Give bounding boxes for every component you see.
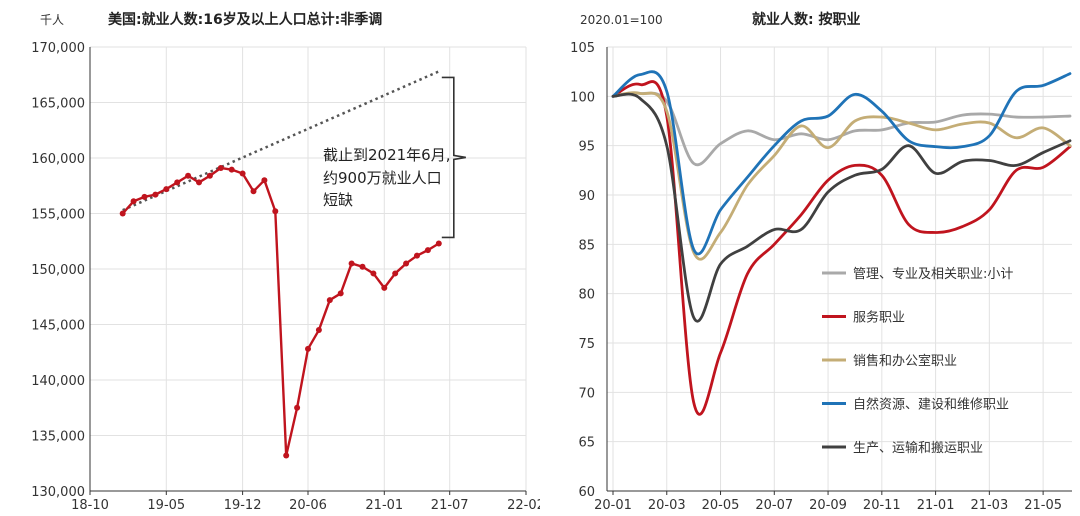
left-annotation-line-1: 截止到2021年6月,: [323, 146, 451, 164]
right-x-tick: 20-03: [648, 498, 686, 513]
left-y-tick: 165,000: [31, 97, 85, 112]
employment-point: [326, 297, 333, 304]
right-y-tick-labels: 60 65 70 75 80 85 90 95 100 105: [570, 41, 595, 500]
employment-point: [228, 166, 235, 173]
right-x-tick-labels: 20-01 20-03 20-05 20-07 20-09 20-11 21-01 21-03…: [594, 498, 1062, 513]
employment-point: [337, 290, 344, 297]
left-x-tick: 19-12: [224, 498, 262, 513]
left-shortfall-bracket: [441, 76, 466, 239]
employment-point: [130, 198, 137, 205]
employment-total-chart: 千人 美国:就业人数:16岁及以上人口总计:非季调 130,000 135,000…: [31, 11, 540, 513]
right-x-tick: 20-07: [755, 498, 793, 513]
left-y-tick: 145,000: [31, 319, 85, 334]
employment-point: [414, 252, 420, 259]
employment-point: [217, 164, 224, 171]
right-x-tick: 21-01: [917, 498, 955, 513]
right-x-tick: 21-05: [1024, 498, 1062, 513]
right-chart-title: 就业人数: 按职业: [752, 11, 860, 28]
occupation-line-5: [611, 92, 1072, 323]
left-y-tick-labels: 130,000 135,000 140,000 145,000 150,000 155,0…: [31, 41, 85, 500]
occupation-line-4: [611, 70, 1072, 256]
right-series: [611, 70, 1072, 416]
left-x-tick: 20-06: [289, 498, 327, 513]
employment-point: [272, 208, 279, 215]
left-y-tick: 130,000: [31, 485, 85, 500]
employment-point: [381, 284, 388, 291]
left-x-tick: 22-02: [507, 498, 540, 513]
employment-point: [174, 179, 181, 186]
right-x-tick: 20-11: [863, 498, 901, 513]
shortfall-brace: [441, 76, 466, 239]
employment-by-occupation-chart: 2020.01=100 就业人数: 按职业 60 65 70 75 80 85 90 95 10…: [570, 11, 1072, 513]
employment-point: [196, 179, 202, 186]
employment-point: [261, 177, 268, 184]
right-x-tick: 21-03: [970, 498, 1008, 513]
right-axes: [606, 47, 1072, 495]
right-legend: 管理、专业及相关职业:小计服务职业销售和办公室职业自然资源、建设和维修职业生产、…: [822, 267, 1013, 456]
left-y-tick: 160,000: [31, 152, 85, 167]
left-y-tick: 135,000: [31, 430, 85, 445]
legend-label-1: 管理、专业及相关职业:小计: [853, 267, 1013, 282]
left-x-tick: 21-07: [431, 498, 469, 513]
left-unit-label: 千人: [40, 13, 64, 27]
occupation-line-2: [611, 80, 1072, 416]
legend-label-3: 销售和办公室职业: [853, 353, 957, 369]
left-chart-title: 美国:就业人数:16岁及以上人口总计:非季调: [108, 11, 382, 28]
employment-point: [403, 260, 410, 267]
right-y-tick: 75: [578, 337, 595, 352]
left-series: [119, 164, 442, 459]
employment-point: [206, 172, 213, 179]
legend-label-5: 生产、运输和搬运职业: [853, 440, 983, 456]
employment-point: [435, 240, 442, 247]
left-x-tick: 21-01: [365, 498, 403, 513]
left-y-tick: 155,000: [31, 208, 85, 223]
left-trend-line: [122, 70, 440, 212]
employment-point: [392, 270, 399, 277]
left-y-tick: 150,000: [31, 263, 85, 278]
employment-line: [121, 166, 440, 457]
right-y-tick: 95: [578, 140, 595, 155]
employment-point: [141, 193, 148, 200]
employment-point: [185, 172, 192, 179]
left-axes: [89, 47, 527, 495]
employment-point: [424, 247, 431, 254]
employment-point: [348, 260, 355, 267]
employment-point: [359, 263, 366, 270]
trend-dotted-line: [122, 70, 440, 212]
left-x-tick: 18-10: [71, 498, 109, 513]
right-x-tick: 20-09: [809, 498, 847, 513]
employment-point: [370, 270, 377, 277]
employment-point: [239, 170, 246, 177]
right-y-tick: 70: [578, 386, 595, 401]
employment-point: [152, 191, 159, 198]
left-gridlines: [90, 46, 527, 491]
right-unit-label: 2020.01=100: [580, 13, 663, 27]
right-y-tick: 90: [578, 189, 595, 204]
right-x-tick: 20-05: [702, 498, 740, 513]
legend-label-4: 自然资源、建设和维修职业: [853, 397, 1009, 413]
right-y-tick: 65: [578, 436, 595, 451]
employment-point: [283, 452, 290, 459]
employment-point: [305, 345, 311, 352]
right-y-tick: 85: [578, 238, 595, 253]
right-y-tick: 60: [578, 485, 595, 500]
left-x-tick-labels: 18-10 19-05 19-12 20-06 21-01 21-07 22-02: [71, 498, 540, 513]
right-x-tick: 20-01: [594, 498, 632, 513]
employment-point: [250, 188, 257, 195]
right-y-tick: 100: [570, 90, 595, 105]
right-y-tick: 105: [570, 41, 595, 56]
employment-point: [294, 404, 301, 411]
right-y-tick: 80: [578, 288, 595, 303]
left-y-tick: 170,000: [31, 41, 85, 56]
employment-point: [315, 327, 322, 334]
left-y-tick: 140,000: [31, 374, 85, 389]
employment-point: [163, 186, 170, 193]
employment-point: [119, 210, 126, 217]
legend-label-2: 服务职业: [853, 310, 905, 326]
left-x-tick: 19-05: [147, 498, 185, 513]
left-annotation-line-2: 约900万就业人口: [323, 169, 442, 187]
left-annotation-line-3: 短缺: [323, 191, 353, 209]
